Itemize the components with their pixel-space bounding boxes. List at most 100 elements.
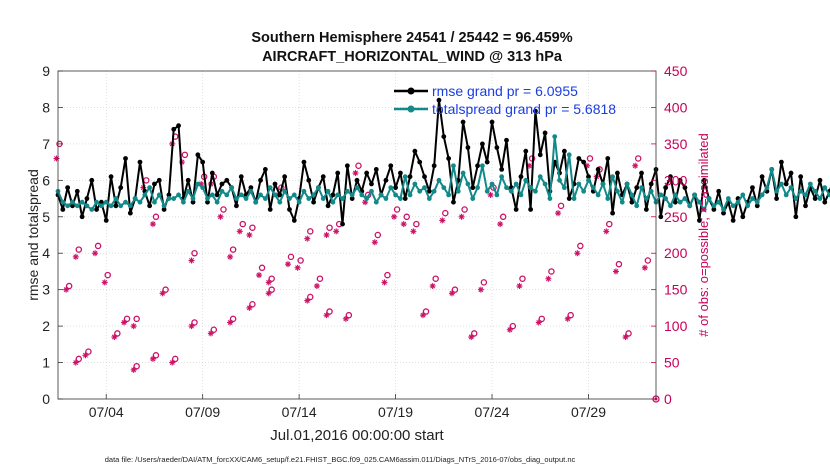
series-point-totalspread bbox=[812, 188, 818, 194]
obs-possible-point bbox=[384, 271, 391, 279]
obs-assimilated-point bbox=[323, 232, 330, 238]
series-point-rmse bbox=[697, 218, 702, 223]
series-point-rmse bbox=[537, 152, 543, 158]
series-point-totalspread bbox=[214, 199, 220, 205]
obs-assimilated-point bbox=[63, 286, 70, 293]
series-point-rmse bbox=[581, 159, 587, 165]
obs-assimilated-point bbox=[555, 210, 562, 217]
series-point-rmse bbox=[576, 156, 582, 161]
obs-assimilated-point bbox=[535, 319, 542, 326]
series-point-totalspread bbox=[340, 196, 345, 201]
series-point-rmse bbox=[783, 181, 789, 187]
series-point-totalspread bbox=[470, 196, 476, 201]
obs-possible-point bbox=[355, 162, 362, 170]
series-point-rmse bbox=[648, 181, 654, 187]
obs-assimilated-point bbox=[159, 290, 166, 297]
obs-possible-point bbox=[249, 300, 256, 308]
series-point-rmse bbox=[446, 156, 452, 161]
series-point-rmse bbox=[398, 170, 403, 176]
series-point-totalspread bbox=[316, 185, 321, 191]
series-point-totalspread bbox=[451, 163, 456, 169]
series-point-totalspread bbox=[311, 192, 316, 198]
obs-assimilated-point bbox=[410, 228, 417, 235]
series-point-totalspread bbox=[378, 192, 384, 198]
series-point-totalspread bbox=[171, 196, 177, 201]
series-point-rmse bbox=[388, 163, 394, 169]
series-point-totalspread bbox=[460, 170, 466, 176]
series-point-rmse bbox=[291, 218, 297, 223]
obs-assimilated-point bbox=[641, 264, 648, 271]
series-point-totalspread bbox=[547, 196, 553, 201]
series-point-totalspread bbox=[166, 196, 172, 201]
series-point-rmse bbox=[812, 196, 818, 201]
obs-possible-point bbox=[171, 355, 179, 363]
y-right-tick-label: 150 bbox=[664, 282, 688, 298]
series-point-rmse bbox=[721, 210, 726, 216]
footer-data-file: data file: /Users/raeder/DAI/ATM_forcXX/… bbox=[105, 455, 576, 464]
series-point-totalspread bbox=[605, 196, 611, 201]
obs-possible-point bbox=[181, 151, 189, 159]
series-point-rmse bbox=[407, 174, 413, 180]
obs-possible-point bbox=[345, 311, 353, 319]
obs-possible-point bbox=[625, 330, 632, 337]
x-tick-label: 07/24 bbox=[475, 404, 510, 420]
series-point-totalspread bbox=[190, 196, 196, 201]
obs-possible-point bbox=[509, 322, 517, 330]
obs-assimilated-point bbox=[420, 312, 427, 319]
series-point-rmse bbox=[586, 174, 591, 180]
y-left-tick-label: 3 bbox=[42, 282, 50, 298]
series-point-totalspread bbox=[711, 203, 717, 209]
y-left-tick-label: 1 bbox=[42, 355, 50, 371]
series-point-rmse bbox=[677, 177, 683, 183]
series-point-rmse bbox=[441, 134, 447, 140]
series-point-totalspread bbox=[750, 196, 755, 201]
series-point-totalspread bbox=[571, 196, 577, 201]
series-point-rmse bbox=[200, 159, 206, 165]
obs-possible-point bbox=[123, 315, 131, 323]
series-point-totalspread bbox=[431, 188, 437, 194]
series-point-totalspread bbox=[200, 185, 206, 191]
series-point-totalspread bbox=[344, 188, 350, 194]
series-point-rmse bbox=[793, 214, 799, 220]
obs-assimilated-point bbox=[497, 221, 504, 228]
obs-possible-point bbox=[461, 206, 468, 213]
obs-possible-point bbox=[432, 275, 439, 282]
obs-assimilated-point bbox=[217, 213, 224, 220]
series-point-rmse bbox=[470, 185, 476, 191]
series-point-rmse bbox=[426, 188, 432, 194]
series-point-rmse bbox=[209, 170, 215, 176]
y-left-tick-label: 5 bbox=[42, 209, 50, 225]
series-point-totalspread bbox=[137, 199, 143, 205]
obs-assimilated-point bbox=[545, 275, 552, 282]
obs-assimilated-point bbox=[101, 279, 108, 286]
series-point-totalspread bbox=[769, 167, 775, 172]
series-point-rmse bbox=[610, 210, 615, 216]
series-point-rmse bbox=[494, 145, 500, 150]
series-point-totalspread bbox=[422, 185, 427, 191]
series-point-totalspread bbox=[113, 196, 119, 201]
series-point-totalspread bbox=[79, 199, 85, 205]
series-point-totalspread bbox=[643, 196, 649, 201]
series-point-totalspread bbox=[195, 181, 201, 187]
series-point-rmse bbox=[369, 181, 374, 187]
series-point-totalspread bbox=[99, 203, 104, 209]
y-right-tick-label: 250 bbox=[664, 209, 688, 225]
obs-possible-point bbox=[239, 220, 247, 228]
series-point-rmse bbox=[774, 196, 779, 201]
series-point-totalspread bbox=[475, 185, 480, 191]
obs-assimilated-point bbox=[294, 264, 301, 271]
y-left-tick-label: 9 bbox=[42, 63, 50, 79]
x-tick-label: 07/14 bbox=[282, 404, 317, 420]
series-point-totalspread bbox=[803, 192, 808, 198]
obs-possible-point bbox=[268, 275, 275, 282]
series-point-totalspread bbox=[725, 196, 731, 201]
series-point-rmse bbox=[185, 177, 191, 183]
series-point-totalspread bbox=[74, 203, 80, 209]
y-right-tick-label: 300 bbox=[664, 172, 688, 188]
obs-possible-point bbox=[191, 319, 198, 326]
obs-assimilated-point bbox=[487, 191, 494, 198]
series-point-totalspread bbox=[248, 188, 254, 194]
obs-assimilated-point bbox=[227, 319, 234, 326]
series-point-rmse bbox=[354, 177, 360, 183]
obs-possible-point bbox=[442, 209, 449, 217]
